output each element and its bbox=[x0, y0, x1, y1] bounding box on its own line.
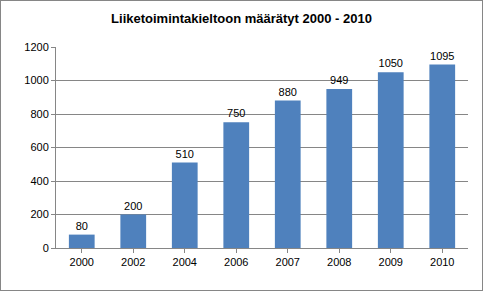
svg-text:2008: 2008 bbox=[327, 256, 351, 268]
svg-text:880: 880 bbox=[279, 86, 297, 98]
svg-text:1095: 1095 bbox=[430, 50, 454, 62]
svg-text:750: 750 bbox=[227, 107, 245, 119]
svg-text:200: 200 bbox=[30, 208, 48, 220]
svg-text:Liiketoimintakieltoon määrätyt: Liiketoimintakieltoon määrätyt 2000 - 20… bbox=[111, 11, 372, 26]
svg-text:1000: 1000 bbox=[24, 74, 48, 86]
svg-text:1200: 1200 bbox=[24, 41, 48, 53]
svg-text:2007: 2007 bbox=[276, 256, 300, 268]
svg-text:0: 0 bbox=[43, 242, 49, 254]
svg-text:2006: 2006 bbox=[224, 256, 248, 268]
svg-text:200: 200 bbox=[124, 200, 142, 212]
svg-text:2009: 2009 bbox=[379, 256, 403, 268]
svg-text:949: 949 bbox=[330, 74, 348, 86]
svg-text:2004: 2004 bbox=[173, 256, 197, 268]
svg-text:800: 800 bbox=[30, 108, 48, 120]
svg-text:600: 600 bbox=[30, 141, 48, 153]
svg-text:2000: 2000 bbox=[70, 256, 94, 268]
svg-text:80: 80 bbox=[76, 220, 88, 232]
svg-text:400: 400 bbox=[30, 175, 48, 187]
svg-text:510: 510 bbox=[176, 148, 194, 160]
svg-text:2010: 2010 bbox=[430, 256, 454, 268]
svg-text:2002: 2002 bbox=[121, 256, 145, 268]
svg-text:1050: 1050 bbox=[379, 57, 403, 69]
